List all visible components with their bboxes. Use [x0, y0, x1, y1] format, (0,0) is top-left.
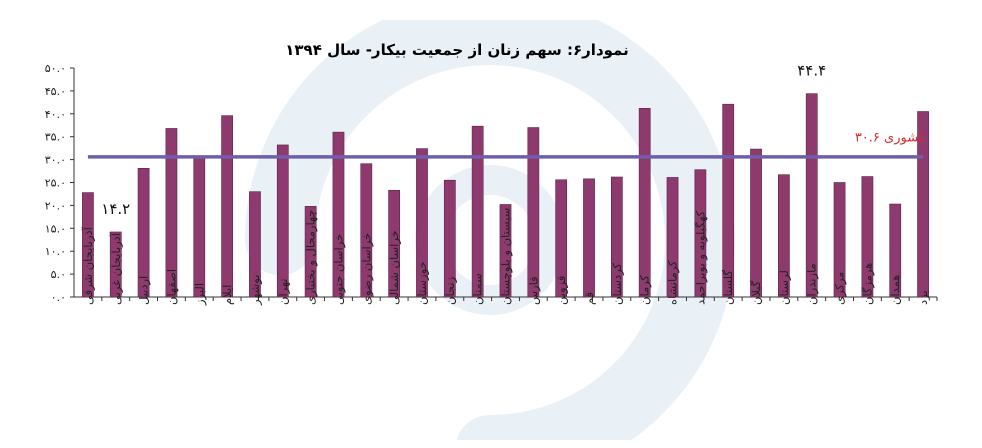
bar [583, 178, 595, 298]
bars [82, 93, 929, 298]
x-tick-label: خراسان رضوی [359, 233, 374, 305]
x-tick-label: بوشهر [248, 275, 263, 306]
bar [555, 179, 568, 298]
y-tick-label: ۳۰.۰ [45, 154, 66, 167]
bar [778, 174, 790, 298]
bar [360, 163, 373, 298]
bar [917, 111, 929, 298]
bar [861, 176, 874, 298]
x-axis-labels: آذربایجان شرقی آذربایجان غربی اردبیل اصفهان… [81, 208, 938, 306]
y-axis: ۰.۰ ۵.۰ ۱۰.۰ ۱۵.۰ ۲۰.۰ ۲۵.۰ ۳۰.۰ ۳۵.۰ ۴۰.۰ ۴۵.۰ ۵۰… [45, 62, 937, 304]
bar [82, 192, 94, 298]
x-tick-label: سیستان و بلوچستان [499, 208, 514, 305]
x-tick-label: چهارمحال و بختیاری [304, 210, 319, 305]
x-tick-label: کرمانشاه [666, 260, 681, 305]
x-tick-label: کهگیلویه و بویراحمد [693, 210, 708, 305]
y-tick-label: ۲۰.۰ [45, 199, 66, 212]
y-tick-label: ۵.۰ [51, 268, 66, 281]
bar [610, 176, 623, 298]
y-tick-label: ۲۵.۰ [45, 177, 66, 190]
x-tick-label: خوزستان [415, 261, 430, 305]
y-tick-label: ۴۵.۰ [45, 85, 66, 98]
bar [249, 191, 261, 298]
bar [193, 157, 206, 298]
bar [165, 128, 178, 298]
x-tick-label: مازندران [805, 263, 820, 305]
x-tick-label: گلستان [721, 270, 735, 305]
y-tick-label: ۳۵.۰ [45, 131, 66, 144]
x-tick-label: یزد [916, 290, 931, 305]
bar [638, 108, 651, 298]
bar [666, 177, 679, 298]
y-tick-label: ۱۵.۰ [45, 222, 66, 235]
x-tick-label: قم [582, 292, 596, 305]
bar [137, 168, 150, 298]
bar [276, 144, 289, 298]
x-tick-label: ایلام [220, 285, 234, 305]
bar [332, 131, 345, 298]
bar [527, 127, 540, 298]
bar [443, 179, 456, 298]
x-tick-label: تهران [276, 279, 291, 306]
y-tick-label: ۰.۰ [51, 291, 66, 304]
x-tick-label: کردستان [610, 262, 625, 305]
bar [388, 189, 401, 298]
bar [221, 115, 233, 298]
x-tick-label: فارس [526, 276, 541, 305]
chart-title: نمودار۶: سهم زنان از جمعیت بیکار- سال ۱۳… [285, 41, 629, 59]
x-tick-label: همدان [888, 275, 902, 305]
x-tick-label: کرمان [638, 275, 653, 305]
x-tick-label: آذربایجان غربی [109, 232, 124, 305]
x-tick-label: سمنان [471, 273, 485, 305]
y-tick-label: ۴۰.۰ [45, 108, 66, 121]
x-tick-label: هرمزگان [860, 263, 875, 305]
bar [499, 204, 512, 298]
annotations: ۱۴.۲ ۴۴.۴ [101, 62, 826, 218]
x-tick-label: لرستان [777, 270, 792, 305]
bar [722, 103, 735, 298]
y-tick-label: ۵۰.۰ [45, 62, 66, 75]
bar [833, 182, 846, 298]
y-tick-label: ۱۰.۰ [45, 245, 66, 258]
x-tick-label: زنجان [443, 277, 458, 305]
bar [416, 148, 428, 298]
national-average-label: کشوری ۳۰.۶ [855, 130, 926, 145]
x-tick-label: خراسان جنوبی [331, 234, 346, 305]
x-tick-label: اردبیل [137, 276, 152, 305]
bar [304, 206, 317, 298]
x-tick-label: آذربایجان شرقی [81, 226, 96, 305]
national-average-line: کشوری ۳۰.۶ [87, 130, 926, 159]
bar [109, 231, 122, 298]
bar [805, 93, 818, 298]
x-tick-label: گیلان [749, 280, 763, 305]
x-tick-label: خراسان شمالی [387, 230, 402, 305]
data-label: ۴۴.۴ [797, 62, 826, 80]
x-tick-label: البرز [192, 283, 207, 306]
bar [694, 169, 707, 298]
bar [889, 203, 902, 298]
bar [750, 148, 762, 298]
data-label: ۱۴.۲ [101, 200, 130, 218]
x-tick-label: قزوین [554, 276, 569, 305]
x-tick-label: اصفهان [164, 269, 178, 305]
x-tick-label: مرکزی [833, 272, 848, 305]
bar [471, 125, 484, 298]
